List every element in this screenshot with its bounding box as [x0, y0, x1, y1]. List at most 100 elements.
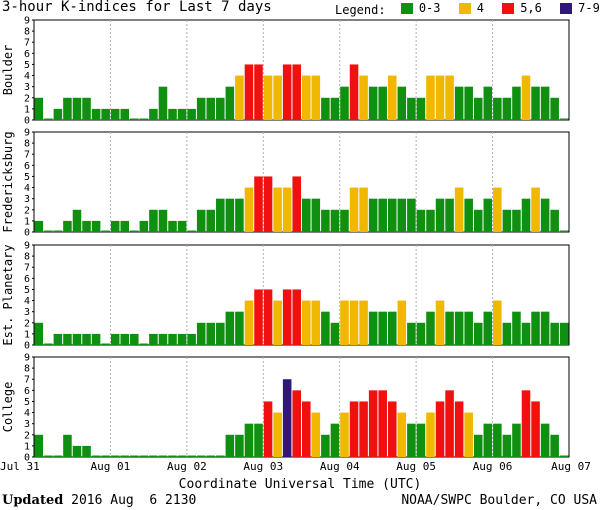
k-index-bar	[53, 230, 63, 232]
k-index-bar	[464, 412, 473, 457]
k-index-bar	[512, 423, 521, 457]
y-tick-label: 5	[24, 60, 30, 71]
k-index-bar	[521, 75, 531, 120]
y-tick-label: 7	[24, 263, 30, 274]
k-index-bar	[168, 220, 177, 232]
k-index-bar	[416, 209, 426, 232]
y-tick-label: 9	[24, 241, 30, 252]
k-index-bar	[464, 198, 473, 232]
k-index-bar	[378, 198, 387, 232]
k-index-bar	[158, 86, 168, 120]
k-index-bar	[110, 333, 120, 345]
k-index-bar	[559, 230, 569, 232]
k-index-bar	[559, 322, 569, 345]
y-tick-label: 5	[24, 285, 30, 296]
k-index-bar	[63, 97, 72, 120]
k-index-bar	[82, 220, 91, 232]
k-index-bar	[225, 311, 235, 345]
k-index-bar	[196, 209, 206, 232]
k-index-bar	[187, 108, 196, 120]
y-tick-label: 2	[24, 93, 30, 104]
k-index-bar	[292, 64, 301, 120]
updated-value: 2016 Aug 6 2130	[63, 493, 197, 508]
k-index-bar	[340, 412, 349, 457]
y-tick-label: 1	[24, 216, 30, 227]
x-tick-label: Jul 31	[0, 460, 40, 473]
k-index-bar	[110, 455, 120, 457]
k-index-bar	[454, 86, 464, 120]
k-index-bar	[244, 300, 254, 345]
updated-label: Updated	[2, 493, 64, 508]
k-index-bar	[493, 423, 502, 457]
legend-item-7-9: 7-9	[560, 1, 600, 15]
k-index-bar	[225, 86, 235, 120]
k-index-bar	[359, 75, 368, 120]
legend-swatch-7-9	[560, 2, 573, 14]
k-index-bar	[330, 97, 340, 120]
k-index-bar	[512, 209, 521, 232]
k-index-bar	[101, 108, 110, 120]
k-index-bar	[540, 198, 550, 232]
k-index-bar	[282, 289, 292, 345]
k-index-bar	[196, 97, 206, 120]
k-index-bar	[464, 311, 473, 345]
k-index-bar	[254, 289, 263, 345]
k-index-bar	[225, 434, 235, 457]
y-tick-label: 8	[24, 252, 30, 263]
k-index-bar	[330, 423, 340, 457]
k-index-bar	[53, 108, 63, 120]
k-index-bar	[435, 401, 445, 457]
k-index-bar	[292, 390, 301, 457]
k-index-bar	[550, 322, 559, 345]
y-tick-label: 7	[24, 38, 30, 49]
k-index-bar	[82, 333, 91, 345]
k-index-bar	[168, 333, 177, 345]
y-tick-label: 3	[24, 82, 30, 93]
k-index-bar	[91, 108, 101, 120]
k-index-bar	[216, 322, 225, 345]
k-index-bar	[235, 434, 244, 457]
k-index-bar	[187, 333, 196, 345]
k-index-bar	[521, 198, 531, 232]
k-index-bar	[168, 108, 177, 120]
k-index-bar	[473, 434, 483, 457]
k-index-bar	[187, 230, 196, 232]
k-index-bar	[244, 423, 254, 457]
k-index-bar	[368, 311, 378, 345]
k-index-bar	[559, 118, 569, 120]
k-index-bar	[82, 97, 91, 120]
k-index-bar	[130, 230, 139, 232]
k-index-bar	[426, 209, 435, 232]
k-index-bar	[72, 97, 82, 120]
k-index-bar	[321, 311, 330, 345]
y-tick-label: 6	[24, 49, 30, 60]
k-index-bar	[254, 64, 263, 120]
y-tick-label: 0	[24, 228, 30, 239]
k-index-bar	[273, 300, 282, 345]
y-tick-label: 2	[24, 318, 30, 329]
x-tick-label: Aug 07	[551, 460, 591, 473]
k-index-bar	[263, 75, 273, 120]
k-index-bar	[149, 108, 158, 120]
y-tick-label: 2	[24, 430, 30, 441]
k-index-bar	[177, 333, 187, 345]
k-index-bar	[454, 187, 464, 232]
k-index-bar	[397, 300, 407, 345]
k-index-bar	[445, 198, 454, 232]
k-index-bar	[120, 333, 130, 345]
k-index-bar	[550, 434, 559, 457]
y-tick-label: 8	[24, 139, 30, 150]
k-index-bar	[368, 390, 378, 457]
k-index-bar	[359, 401, 368, 457]
k-index-bar	[330, 209, 340, 232]
k-index-bar	[72, 445, 82, 457]
legend-text-7-9: 7-9	[578, 1, 600, 15]
k-index-bar	[235, 75, 244, 120]
k-index-bar	[34, 97, 44, 120]
k-index-bar	[502, 434, 512, 457]
k-index-bar	[416, 97, 426, 120]
y-tick-label: 4	[24, 71, 30, 82]
k-index-bar	[521, 390, 531, 457]
